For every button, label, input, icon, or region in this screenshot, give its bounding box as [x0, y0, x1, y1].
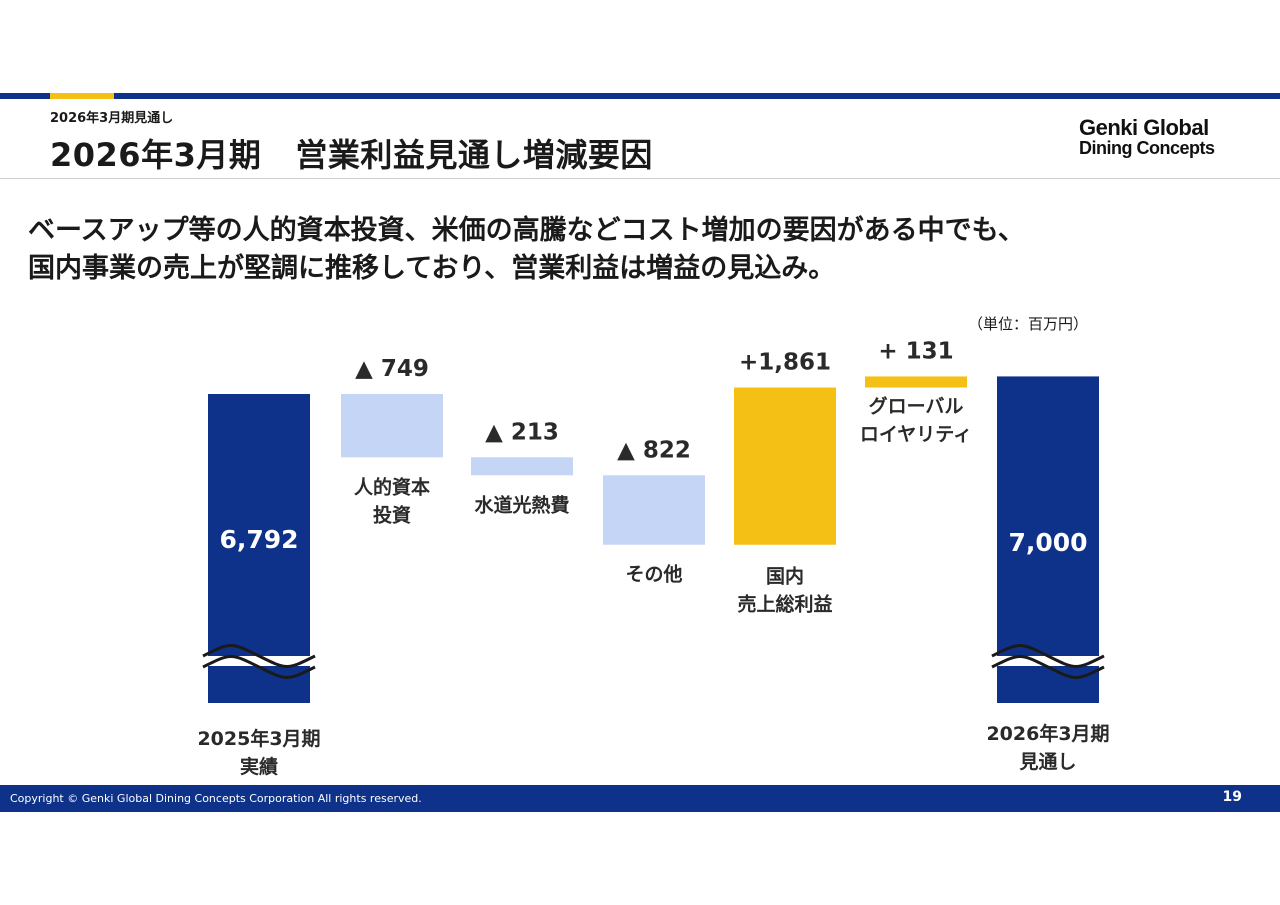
bar-step-3-value: ▲ 822 — [617, 437, 691, 463]
bar-start — [208, 394, 310, 703]
logo-line2: Dining Concepts — [1079, 138, 1215, 159]
bar-step-4 — [734, 387, 836, 545]
bar-step-3 — [603, 475, 705, 545]
bar-start-break-wave-bottom — [202, 655, 316, 679]
bar-step-4-value: +1,861 — [739, 349, 831, 375]
copyright: Copyright © Genki Global Dining Concepts… — [10, 792, 422, 805]
bar-end-break-wave-top — [991, 644, 1105, 668]
headline: ベースアップ等の人的資本投資、米価の高騰などコスト増加の要因がある中でも、 国内… — [28, 212, 1258, 288]
bar-step-1 — [341, 394, 443, 458]
bar-start-break-gap — [203, 656, 315, 666]
header-accent — [50, 93, 114, 99]
bar-start-break-wave-top — [202, 644, 316, 668]
bar-step-4-label-line1: 国内 — [766, 565, 804, 588]
bar-end-label-line2: 見通し — [1019, 751, 1076, 773]
bar-step-1-label-line1: 人的資本 — [354, 475, 430, 498]
bar-step-3-label-line1: その他 — [625, 563, 682, 586]
logo-line1: Genki Global — [1079, 115, 1209, 140]
page-title-main: 営業利益見通し増減要因 — [295, 136, 653, 174]
bar-step-5-value: + 131 — [878, 338, 953, 364]
headline-line1: ベースアップ等の人的資本投資、米価の高騰などコスト増加の要因がある中でも、 — [28, 215, 1025, 246]
headline-line2: 国内事業の売上が堅調に推移しており、営業利益は増益の見込み。 — [28, 253, 836, 284]
page-subtitle: 2026年3月期見通し — [50, 111, 174, 126]
bar-step-2 — [471, 457, 573, 476]
bar-start-value: 6,792 — [219, 525, 298, 554]
bar-step-2-value: ▲ 213 — [485, 419, 559, 445]
footer-bar: Copyright © Genki Global Dining Concepts… — [0, 785, 1280, 812]
company-logo: Genki Global Dining Concepts — [1079, 116, 1215, 158]
header-band — [0, 93, 1280, 99]
unit-label: （単位：百万円） — [968, 315, 1089, 333]
page-title: 2026年3月期 営業利益見通し増減要因 — [50, 130, 653, 176]
bar-end-label-line1: 2026年3月期 — [986, 722, 1109, 745]
bar-step-5-label-line1: グローバル — [869, 394, 964, 417]
page-title-period: 2026年3月期 — [50, 136, 262, 174]
bar-step-1-label-line2: 投資 — [373, 503, 411, 526]
page-number: 19 — [1222, 789, 1242, 805]
bar-step-5-label-line2: ロイヤリティ — [860, 423, 972, 445]
bar-step-2-label-line1: 水道光熱費 — [474, 493, 569, 516]
bar-start-label-line1: 2025年3月期 — [197, 727, 320, 750]
bar-step-1-value: ▲ 749 — [355, 356, 429, 382]
bar-end-break-wave-bottom — [991, 655, 1105, 679]
bar-end-break-gap — [992, 656, 1104, 666]
bar-end — [997, 376, 1099, 703]
bar-step-5 — [865, 376, 967, 388]
bar-end-value: 7,000 — [1008, 528, 1087, 557]
bar-start-label-line2: 実績 — [240, 755, 278, 778]
bar-step-4-label-line2: 売上総利益 — [737, 593, 832, 616]
header-divider — [0, 178, 1280, 179]
